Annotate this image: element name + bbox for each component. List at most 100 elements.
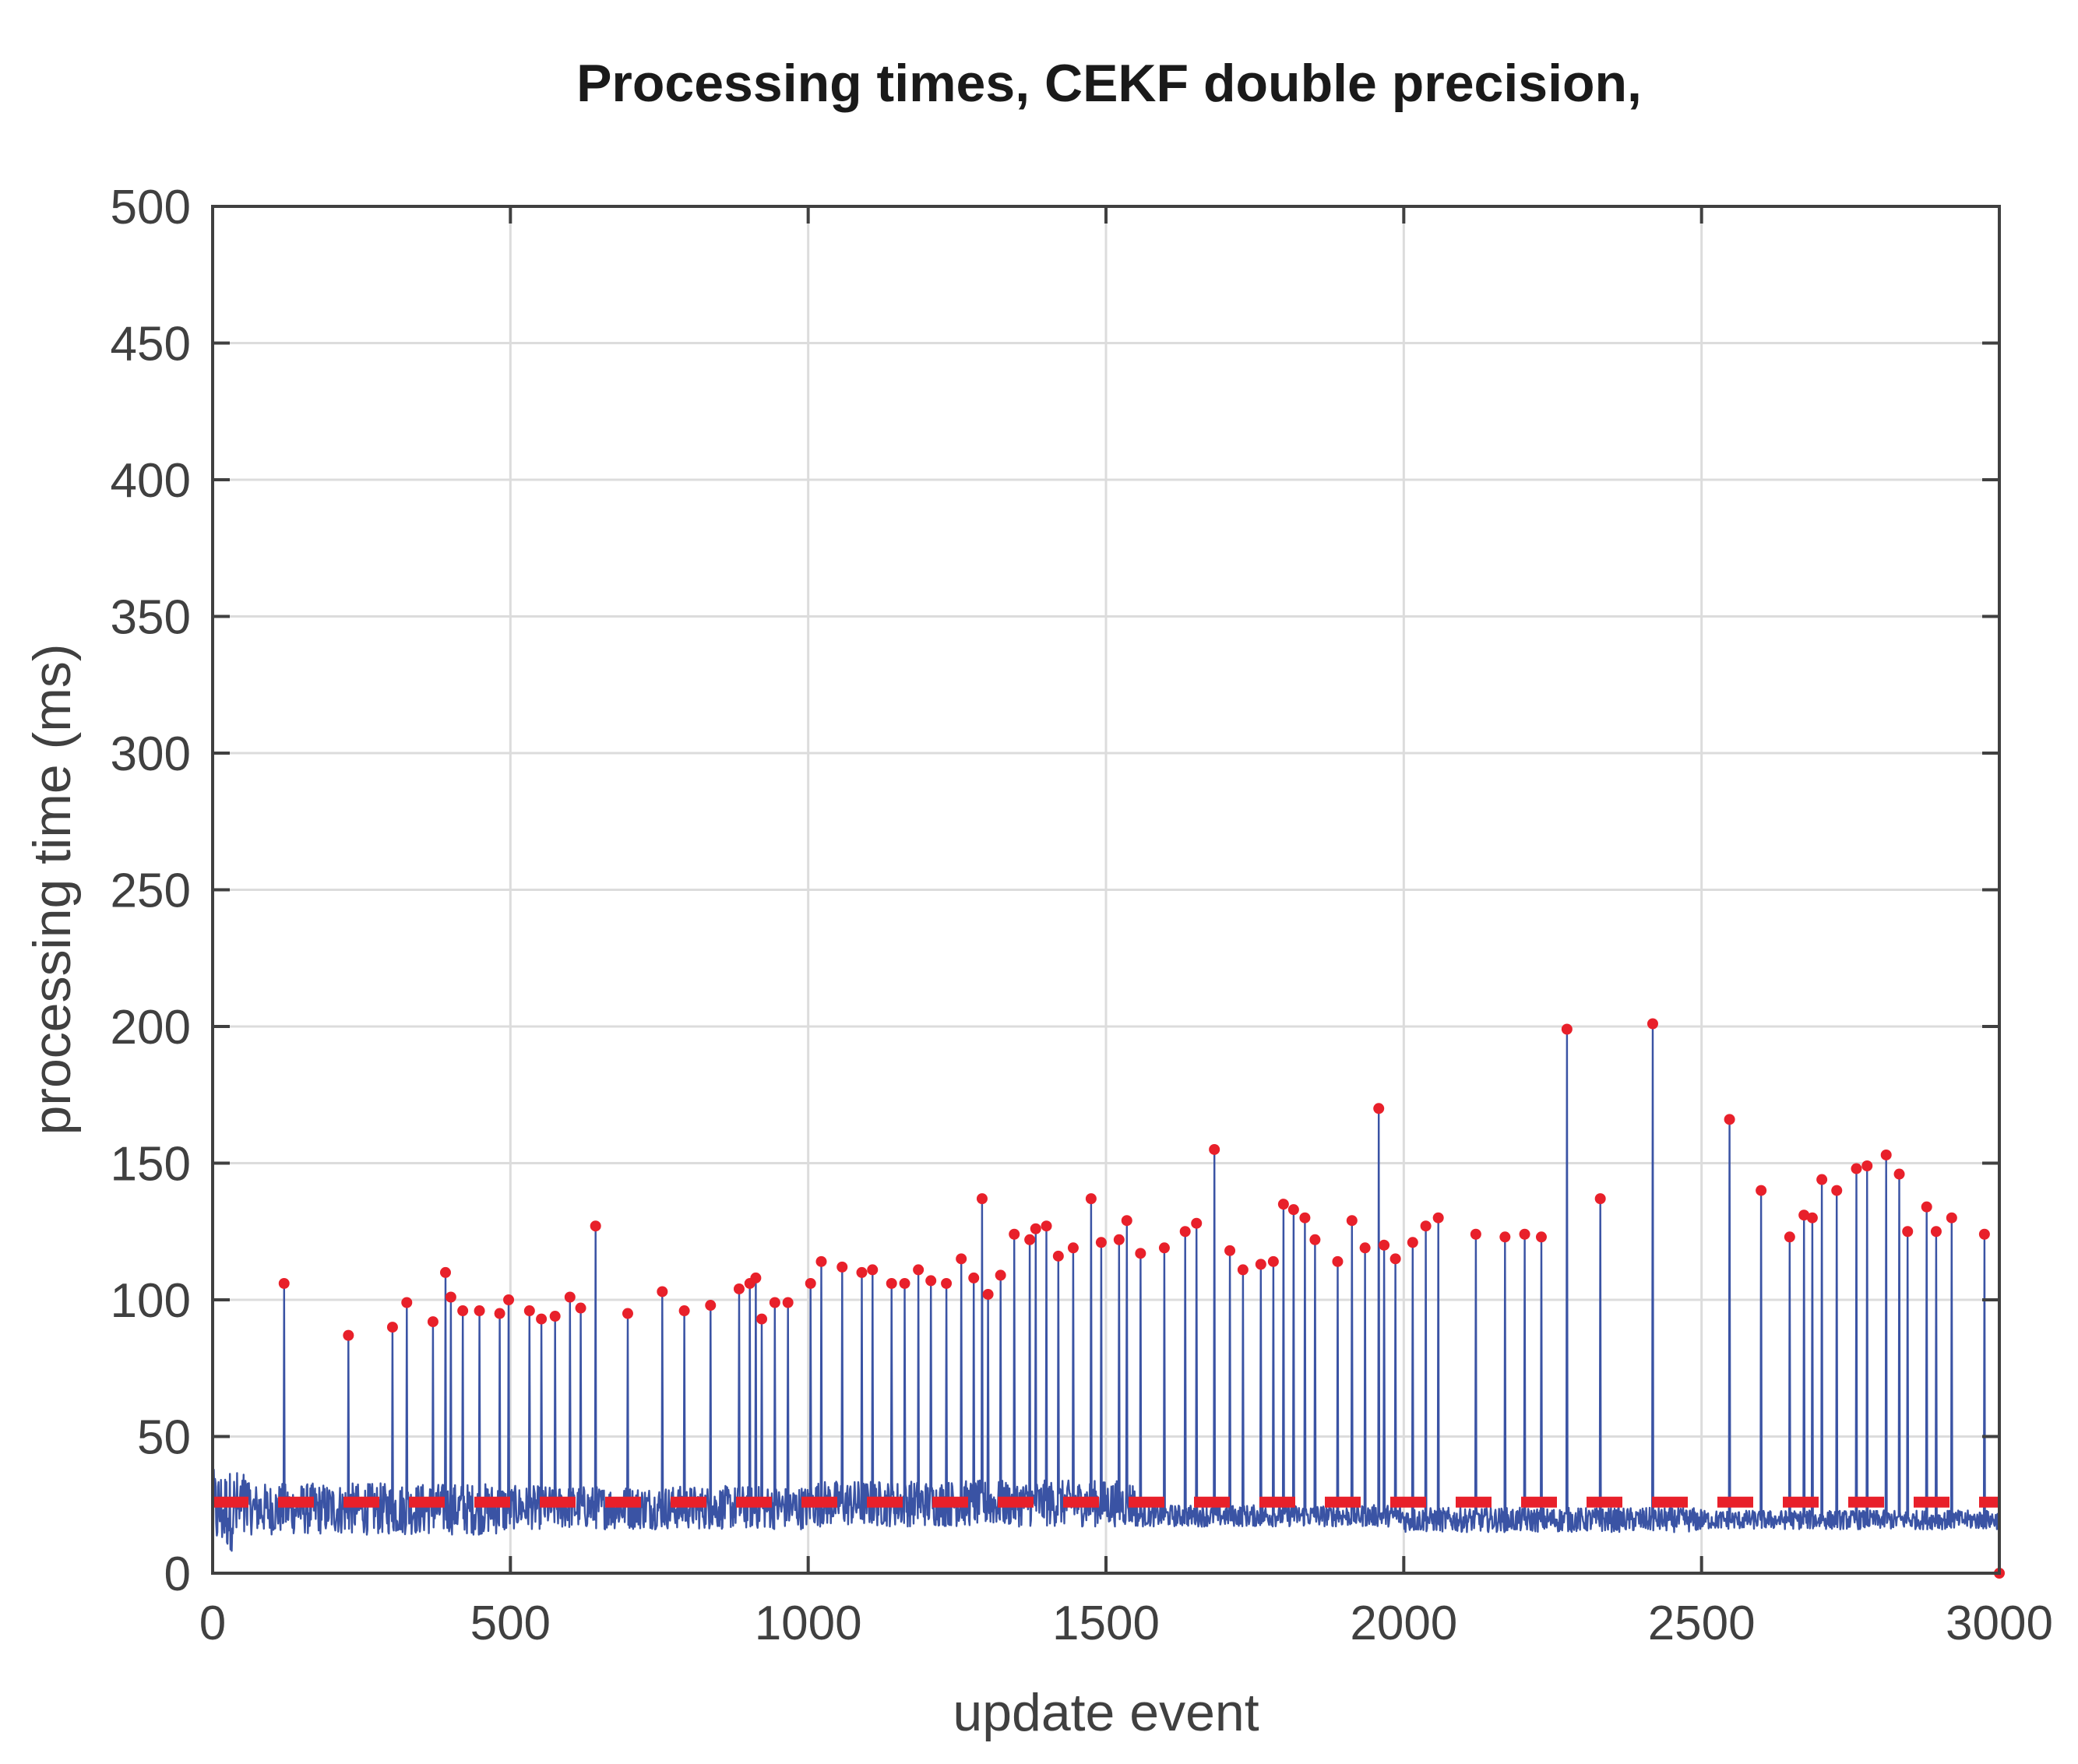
peak-marker-20 xyxy=(705,1300,717,1312)
y-tick-label-500: 500 xyxy=(111,181,191,234)
peak-markers xyxy=(278,1018,2005,1579)
x-tick-label-3000: 3000 xyxy=(1946,1597,2053,1650)
peak-marker-28 xyxy=(815,1255,827,1267)
peak-marker-0 xyxy=(278,1277,290,1289)
y-tick-label-300: 300 xyxy=(111,727,191,781)
peak-marker-1 xyxy=(343,1329,354,1341)
peak-marker-54 xyxy=(1179,1226,1191,1238)
peak-marker-96 xyxy=(1978,1228,1990,1240)
peak-marker-78 xyxy=(1561,1023,1573,1035)
x-tick-labels: 0 500 1000 1500 2000 2500 3000 xyxy=(199,1597,2053,1650)
peak-marker-58 xyxy=(1237,1264,1249,1276)
x-tick-label-500: 500 xyxy=(470,1597,551,1650)
peak-marker-6 xyxy=(445,1291,456,1303)
peak-marker-67 xyxy=(1359,1242,1371,1254)
peak-marker-87 xyxy=(1831,1185,1843,1196)
peak-marker-21 xyxy=(733,1283,745,1294)
peak-marker-91 xyxy=(1893,1168,1905,1180)
peak-marker-62 xyxy=(1287,1204,1299,1216)
peak-marker-59 xyxy=(1255,1259,1266,1270)
peak-marker-23 xyxy=(750,1272,762,1283)
peak-marker-95 xyxy=(1946,1212,1957,1224)
peak-marker-66 xyxy=(1346,1215,1358,1227)
x-tick-label-1000: 1000 xyxy=(755,1597,862,1650)
grid xyxy=(213,206,1999,1573)
peak-marker-27 xyxy=(805,1277,816,1289)
y-axis-label: processing time (ms) xyxy=(23,643,82,1135)
peak-marker-84 xyxy=(1798,1209,1810,1221)
peak-marker-77 xyxy=(1535,1231,1547,1243)
peak-marker-42 xyxy=(1009,1228,1020,1240)
peak-marker-25 xyxy=(769,1297,780,1308)
series-line xyxy=(211,1023,2001,1574)
peak-marker-52 xyxy=(1135,1248,1146,1259)
peak-marker-19 xyxy=(678,1305,690,1317)
peak-marker-9 xyxy=(494,1308,505,1319)
peak-marker-31 xyxy=(867,1264,879,1276)
peak-marker-82 xyxy=(1756,1185,1767,1196)
peak-marker-89 xyxy=(1861,1160,1873,1172)
peak-marker-57 xyxy=(1224,1245,1236,1256)
peak-marker-88 xyxy=(1851,1163,1862,1174)
peak-marker-68 xyxy=(1373,1103,1385,1114)
peak-marker-61 xyxy=(1277,1199,1289,1210)
peak-marker-51 xyxy=(1121,1215,1132,1227)
peak-marker-53 xyxy=(1158,1242,1170,1254)
y-tick-label-200: 200 xyxy=(111,1001,191,1055)
x-tick-label-2000: 2000 xyxy=(1350,1597,1457,1650)
peak-marker-12 xyxy=(536,1313,548,1325)
peak-marker-92 xyxy=(1902,1226,1914,1238)
y-tick-label-450: 450 xyxy=(111,318,191,371)
peak-marker-41 xyxy=(995,1269,1006,1281)
peak-marker-48 xyxy=(1085,1193,1097,1205)
peak-marker-36 xyxy=(941,1277,953,1289)
y-tick-label-400: 400 xyxy=(111,454,191,508)
peak-marker-70 xyxy=(1389,1253,1401,1265)
peak-marker-80 xyxy=(1647,1018,1658,1030)
peak-marker-26 xyxy=(782,1297,794,1308)
peak-marker-38 xyxy=(968,1272,980,1283)
series-processing-time xyxy=(211,1023,2001,1574)
peak-marker-43 xyxy=(1024,1234,1036,1245)
peak-marker-46 xyxy=(1052,1250,1064,1262)
peak-marker-47 xyxy=(1067,1242,1079,1254)
peak-marker-8 xyxy=(474,1305,485,1317)
peak-marker-4 xyxy=(427,1316,438,1328)
tick-marks xyxy=(211,205,2001,1575)
peak-marker-5 xyxy=(439,1266,451,1278)
peak-marker-64 xyxy=(1309,1234,1321,1245)
peak-marker-81 xyxy=(1724,1114,1735,1125)
peak-marker-74 xyxy=(1470,1228,1481,1240)
peak-marker-29 xyxy=(836,1261,848,1273)
y-tick-label-0: 0 xyxy=(164,1547,191,1601)
peak-marker-2 xyxy=(386,1322,398,1333)
peak-marker-72 xyxy=(1420,1220,1432,1232)
peak-marker-55 xyxy=(1191,1217,1203,1229)
peak-marker-7 xyxy=(457,1305,469,1317)
peak-marker-10 xyxy=(503,1294,515,1305)
peak-marker-50 xyxy=(1113,1234,1125,1245)
peak-marker-40 xyxy=(982,1288,994,1300)
peak-marker-69 xyxy=(1379,1239,1390,1251)
x-tick-label-0: 0 xyxy=(199,1597,226,1650)
y-tick-labels: 0 50 100 150 200 250 300 350 400 450 500 xyxy=(111,181,191,1601)
y-tick-label-100: 100 xyxy=(111,1274,191,1328)
peak-marker-49 xyxy=(1095,1237,1107,1248)
peak-marker-3 xyxy=(401,1297,413,1308)
peak-marker-93 xyxy=(1921,1201,1932,1213)
peak-marker-75 xyxy=(1499,1231,1511,1243)
peak-marker-33 xyxy=(899,1277,910,1289)
peak-marker-76 xyxy=(1519,1228,1530,1240)
peak-marker-44 xyxy=(1030,1223,1041,1234)
y-tick-label-50: 50 xyxy=(137,1411,191,1465)
y-tick-label-150: 150 xyxy=(111,1138,191,1192)
x-axis-label: update event xyxy=(953,1683,1259,1742)
peak-marker-90 xyxy=(1880,1149,1892,1160)
peak-marker-73 xyxy=(1432,1212,1444,1224)
peak-marker-45 xyxy=(1041,1220,1052,1232)
peak-marker-14 xyxy=(564,1291,576,1303)
peak-marker-94 xyxy=(1930,1226,1942,1238)
y-tick-label-250: 250 xyxy=(111,864,191,918)
